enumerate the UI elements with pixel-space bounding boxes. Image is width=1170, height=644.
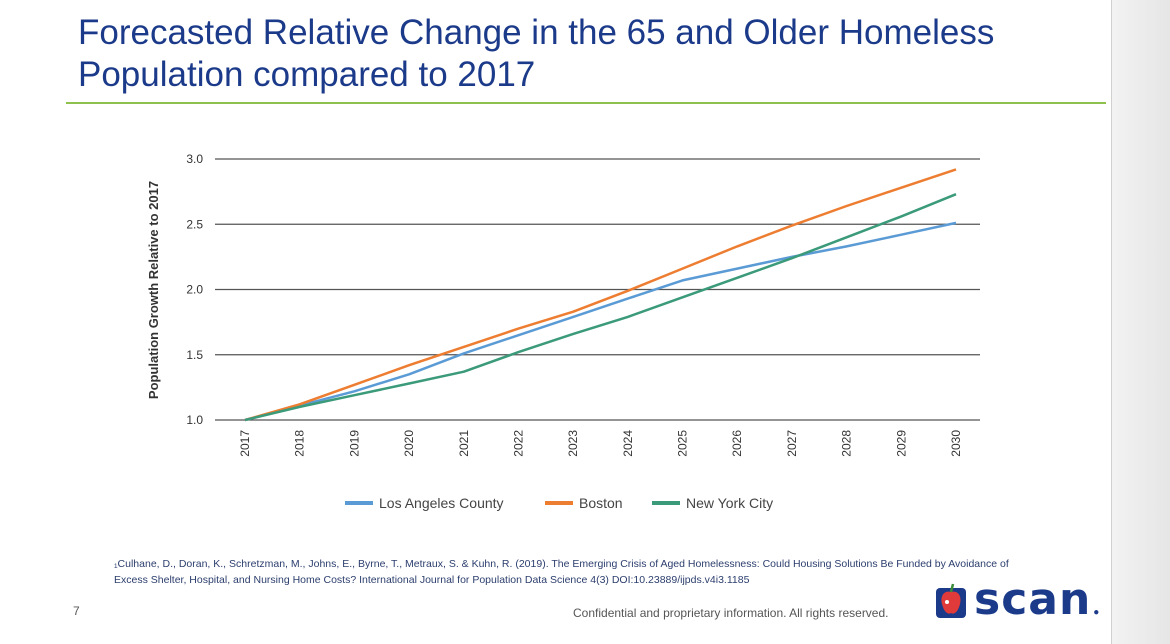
y-axis-ticks: 1.0 1.5 2.0 2.5 3.0 — [186, 152, 203, 427]
x-tick-label: 2027 — [785, 430, 799, 457]
x-tick-label: 2026 — [730, 430, 744, 457]
citation-line-2: Excess Shelter, Hospital, and Nursing Ho… — [114, 574, 750, 586]
x-tick-label: 2030 — [949, 430, 963, 457]
x-tick-label: 2018 — [293, 430, 307, 457]
apple-logo-icon — [934, 580, 968, 620]
chart-grid — [215, 158, 980, 421]
title-line-1: Forecasted Relative Change in the 65 and… — [78, 13, 995, 52]
title-line-2: Population compared to 2017 — [78, 55, 536, 94]
legend-label-2: New York City — [686, 495, 773, 511]
x-tick-label: 2023 — [566, 430, 580, 457]
slide-title: Forecasted Relative Change in the 65 and… — [78, 12, 1108, 96]
x-axis-ticks: 2017 2018 2019 2020 2021 2022 2023 2024 2025 2026… — [238, 430, 963, 457]
chart-legend: Los Angeles County Boston New York City — [345, 495, 773, 511]
y-tick-label: 1.5 — [186, 348, 203, 362]
x-tick-label: 2021 — [457, 430, 471, 457]
x-tick-label: 2022 — [511, 430, 525, 457]
legend-label-0: Los Angeles County — [379, 495, 504, 511]
y-axis-label: Population Growth Relative to 2017 — [146, 181, 161, 399]
title-divider — [66, 102, 1106, 104]
x-tick-label: 2017 — [238, 430, 252, 457]
logo-trademark-dot: ● — [1093, 607, 1100, 618]
x-tick-label: 2028 — [840, 430, 854, 457]
y-tick-label: 1.0 — [186, 413, 203, 427]
page-number: 7 — [73, 604, 80, 618]
x-tick-label: 2025 — [676, 430, 690, 457]
legend-label-1: Boston — [579, 495, 623, 511]
series-line-0 — [244, 221, 957, 422]
series-line-2 — [244, 193, 957, 422]
citation: ₁Culhane, D., Doran, K., Schretzman, M.,… — [114, 556, 1084, 588]
chart-series — [244, 168, 957, 422]
x-tick-label: 2019 — [347, 430, 361, 457]
series-line-1 — [244, 168, 957, 422]
x-tick-label: 2024 — [621, 430, 635, 457]
x-tick-label: 2020 — [402, 430, 416, 457]
y-tick-label: 2.5 — [186, 217, 203, 231]
logo-text: scan — [974, 574, 1092, 625]
scan-logo: scan ● — [934, 576, 1099, 624]
citation-line-1: ₁Culhane, D., Doran, K., Schretzman, M.,… — [114, 558, 1009, 570]
y-tick-label: 3.0 — [186, 152, 203, 166]
slide-edge — [1111, 0, 1170, 644]
footer-text: Confidential and proprietary information… — [573, 606, 889, 620]
y-tick-label: 2.0 — [186, 283, 203, 297]
x-tick-label: 2029 — [894, 430, 908, 457]
